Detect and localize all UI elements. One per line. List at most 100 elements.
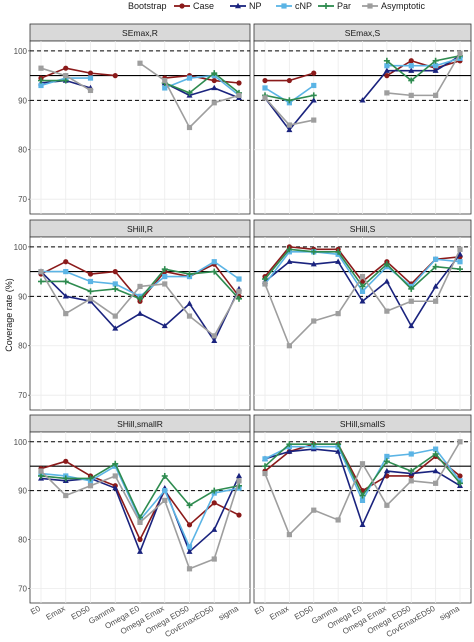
point-case-covemaxed50 <box>211 500 217 506</box>
point-cnp-covemaxed50 <box>433 446 439 452</box>
point-par-omega-e0 <box>359 283 366 290</box>
series-line-np <box>164 82 240 99</box>
point-np-omega-e0 <box>359 298 366 304</box>
panel-title: SEmax,R <box>122 28 158 38</box>
point-par-ed50 <box>87 288 94 295</box>
point-par-gamma <box>335 441 342 448</box>
series-line-cnp <box>386 57 461 67</box>
panel-semax-s: SEmax,S <box>253 23 472 215</box>
point-np-covemaxed50 <box>211 526 218 532</box>
point-par-omega-e0 <box>137 295 143 302</box>
point-par-sigma <box>457 266 463 273</box>
point-np-emax <box>286 258 293 264</box>
point-par-e0 <box>262 276 268 283</box>
point-case-omega-ed50 <box>186 522 193 528</box>
point-asymptotic-emax <box>63 311 69 317</box>
panel-title: SHill,smallR <box>117 419 163 429</box>
point-asymptotic-e0 <box>262 470 268 477</box>
point-asymptotic-e0 <box>38 65 44 71</box>
panel-title: SHill,R <box>127 224 153 234</box>
point-asymptotic-e0 <box>262 281 268 287</box>
point-asymptotic-omega-ed50 <box>408 298 414 304</box>
y-tick-label: 70 <box>18 391 27 400</box>
x-tick-label: sigma <box>217 604 240 623</box>
series-par <box>262 441 463 499</box>
legend-item-np: NP <box>230 1 262 11</box>
point-cnp-omega-e0 <box>359 497 366 503</box>
point-par-omega-ed50 <box>186 271 193 278</box>
series-case <box>262 58 463 84</box>
point-par-covemaxed50 <box>432 263 439 270</box>
point-par-covemaxed50 <box>211 268 218 275</box>
point-np-omega-emax <box>383 467 390 474</box>
point-cnp-ed50 <box>87 278 94 285</box>
point-par-omega-emax <box>161 266 168 273</box>
point-asymptotic-covemaxed50 <box>211 100 217 106</box>
point-case-ed50 <box>311 70 317 76</box>
y-tick-label: 70 <box>18 584 27 593</box>
point-case-emax <box>63 65 69 71</box>
point-case-omega-emax <box>384 73 390 79</box>
series-asymptotic <box>38 468 242 572</box>
point-asymptotic-omega-emax <box>162 281 168 287</box>
point-case-omega-e0 <box>137 536 143 543</box>
point-case-emax <box>63 458 69 464</box>
point-asymptotic-omega-ed50 <box>408 92 414 98</box>
point-par-e0 <box>262 463 268 470</box>
series-asymptotic <box>38 60 242 131</box>
legend-marker-case <box>179 3 185 9</box>
y-tick-label: 100 <box>14 438 28 447</box>
point-asymptotic-omega-emax <box>162 497 168 503</box>
legend-item-case: Case <box>174 1 214 11</box>
point-asymptotic-emax <box>286 343 292 349</box>
point-cnp-e0 <box>262 85 268 91</box>
point-par-omega-ed50 <box>186 502 193 509</box>
point-case-covemaxed50 <box>211 77 217 84</box>
point-par-e0 <box>38 278 44 285</box>
point-cnp-e0 <box>38 82 44 89</box>
point-np-omega-ed50 <box>186 548 193 554</box>
point-cnp-omega-ed50 <box>186 544 193 550</box>
point-np-emax <box>62 293 69 299</box>
point-cnp-covemaxed50 <box>433 63 439 69</box>
point-cnp-omega-emax <box>162 488 168 494</box>
legend-label-asymptotic: Asymptotic <box>381 1 426 11</box>
point-asymptotic-emax <box>286 532 292 538</box>
point-asymptotic-covemaxed50 <box>433 92 439 98</box>
series-par <box>38 266 242 302</box>
series-asymptotic <box>38 269 242 339</box>
point-par-omega-emax <box>383 57 390 64</box>
point-np-emax <box>286 448 293 454</box>
point-np-omega-e0 <box>137 310 143 316</box>
point-cnp-covemaxed50 <box>211 259 217 265</box>
point-par-e0 <box>38 472 44 479</box>
point-np-emax <box>286 126 293 133</box>
point-par-omega-ed50 <box>408 77 415 84</box>
point-par-omega-ed50 <box>408 468 415 475</box>
point-par-emax <box>62 475 69 482</box>
series-line-asymptotic <box>386 52 461 97</box>
panel-shill-s: SHill,S <box>253 219 472 411</box>
y-tick-label: 80 <box>18 342 27 351</box>
point-asymptotic-sigma <box>457 50 463 56</box>
series-line-case <box>40 67 116 79</box>
y-tick-label: 90 <box>18 292 27 301</box>
legend-marker-par <box>323 3 329 9</box>
panel-semax-r: SEmax,R 70 80 90 100 <box>14 23 251 215</box>
point-case-sigma <box>457 473 463 479</box>
point-np-ed50 <box>310 260 317 267</box>
point-asymptotic-omega-e0 <box>137 60 143 66</box>
panel-title: SEmax,S <box>345 28 381 38</box>
point-np-covemaxed50 <box>211 337 218 343</box>
point-np-sigma <box>236 472 242 479</box>
point-asymptotic-e0 <box>38 269 44 275</box>
legend-marker-cnp <box>281 3 287 9</box>
point-par-emax <box>62 77 69 84</box>
y-tick-label: 80 <box>18 535 27 544</box>
point-np-omega-ed50 <box>186 300 193 306</box>
point-asymptotic-omega-e0 <box>137 519 143 525</box>
point-par-omega-emax <box>383 458 390 465</box>
legend-label-np: NP <box>249 1 262 11</box>
point-asymptotic-gamma <box>335 311 341 317</box>
